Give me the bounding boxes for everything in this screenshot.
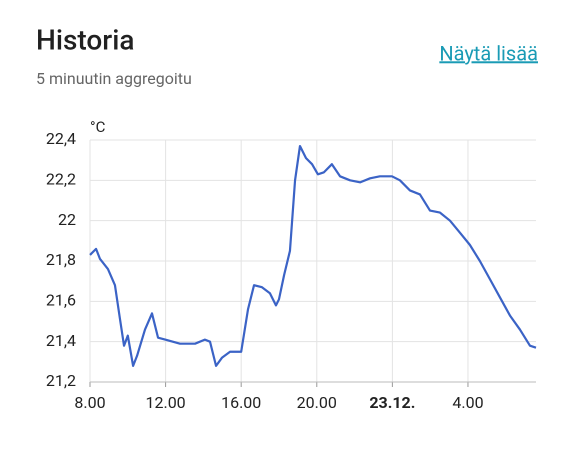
show-more-link[interactable]: Näytä lisää — [439, 41, 538, 65]
x-tick-label: 23.12. — [369, 393, 415, 412]
card-title: Historia — [36, 23, 134, 56]
x-tick-label: 20.00 — [297, 393, 337, 412]
y-tick-label: 21,2 — [46, 371, 76, 390]
y-tick-label: 21,6 — [46, 291, 76, 310]
x-tick-label: 8.00 — [74, 393, 105, 412]
x-tick-label: 16.00 — [221, 393, 261, 412]
temperature-line — [89, 144, 537, 367]
y-tick-label: 21,4 — [46, 331, 76, 350]
x-tick-label: 4.00 — [452, 393, 483, 412]
y-tick-label: 22,2 — [46, 170, 76, 189]
card-subtitle: 5 minuutin aggregoitu — [36, 69, 192, 88]
y-tick-label: 22 — [58, 210, 76, 229]
y-tick-label: 21,8 — [46, 250, 76, 269]
unit-label: °C — [90, 118, 106, 136]
y-tick-label: 22,4 — [46, 129, 76, 148]
x-tick-label: 12.00 — [145, 393, 185, 412]
